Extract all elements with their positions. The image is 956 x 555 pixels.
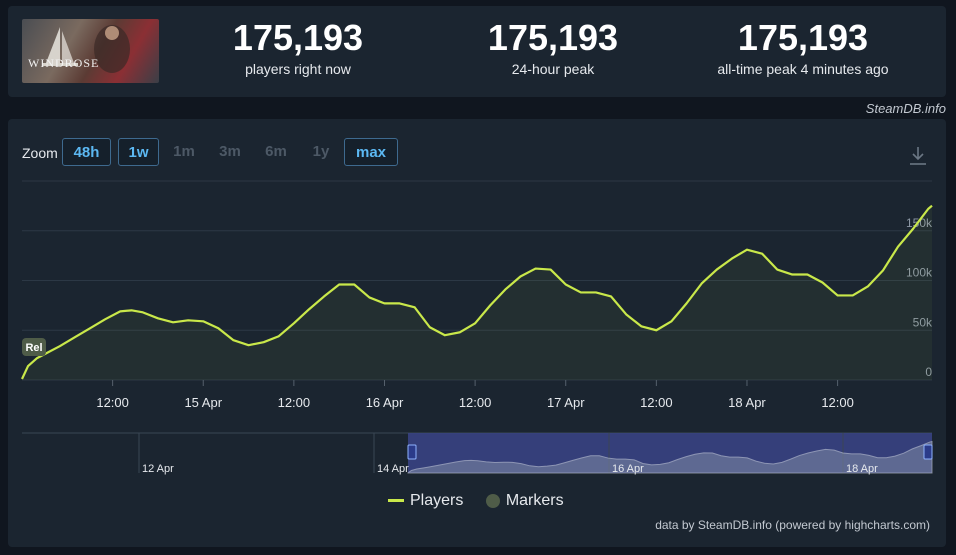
series-line-players[interactable] bbox=[21, 204, 933, 380]
x-tick-label: 12:00 bbox=[96, 395, 129, 410]
zoom-48h-button[interactable]: 48h bbox=[62, 138, 111, 166]
highcharts-credit[interactable]: data by SteamDB.info (powered by highcha… bbox=[655, 518, 930, 532]
legend-line-swatch bbox=[388, 499, 404, 503]
x-tick-label: 12:00 bbox=[821, 395, 854, 410]
zoom-6m-button[interactable]: 6m bbox=[265, 143, 287, 160]
zoom-1w-button[interactable]: 1w bbox=[118, 138, 159, 166]
stat-value: 175,193 bbox=[487, 17, 619, 58]
x-tick-label: 12:00 bbox=[640, 395, 673, 410]
stat-players-now: 175,193 players right now bbox=[208, 16, 388, 78]
y-tick-label: 150k bbox=[906, 216, 933, 230]
game-logo-text: WINDROSE bbox=[28, 56, 100, 70]
stats-panel: WINDROSE 175,193 players right now 175,1… bbox=[8, 6, 946, 97]
series-area bbox=[22, 205, 932, 380]
download-icon[interactable] bbox=[908, 145, 928, 167]
navigator-tick-label: 14 Apr bbox=[377, 463, 409, 475]
y-tick-label: 0 bbox=[925, 365, 932, 379]
navigator-tick-label: 18 Apr bbox=[846, 463, 878, 475]
x-tick-label: 17 Apr bbox=[547, 395, 585, 410]
legend-dot-swatch bbox=[485, 493, 500, 508]
navigator-handle-right[interactable] bbox=[923, 444, 933, 460]
zoom-3m-button[interactable]: 3m bbox=[219, 143, 241, 160]
navigator-tick-label: 16 Apr bbox=[612, 463, 644, 475]
stat-label: players right now bbox=[245, 61, 351, 77]
navigator-series bbox=[407, 440, 933, 474]
x-tick-label: 18 Apr bbox=[728, 395, 766, 410]
x-tick-label: 12:00 bbox=[278, 395, 311, 410]
ship-icon bbox=[42, 25, 130, 73]
legend-item-markers[interactable]: Markers bbox=[485, 492, 564, 510]
steamdb-credit[interactable]: SteamDB.info bbox=[865, 101, 946, 116]
chart-panel: Zoom 48h 1w 1m 3m 6m 1y max 0 50k 100k 150k… bbox=[8, 119, 946, 547]
x-tick-label: 15 Apr bbox=[184, 395, 222, 410]
navigator-tick-label: 12 Apr bbox=[142, 463, 174, 475]
legend-label: Markers bbox=[505, 492, 564, 509]
zoom-max-button[interactable]: max bbox=[344, 138, 398, 166]
legend-label: Players bbox=[410, 492, 464, 509]
zoom-label: Zoom bbox=[22, 145, 58, 161]
x-tick-label: 12:00 bbox=[459, 395, 492, 410]
y-tick-label: 50k bbox=[913, 315, 933, 329]
stat-value: 175,193 bbox=[737, 17, 869, 58]
stat-label: 24-hour peak bbox=[511, 61, 595, 77]
stat-label: all-time peak 4 minutes ago bbox=[717, 61, 889, 77]
marker-badge[interactable] bbox=[22, 338, 46, 356]
x-tick-label: 16 Apr bbox=[366, 395, 404, 410]
legend-item-players[interactable]: Players bbox=[388, 492, 463, 510]
y-tick-label: 100k bbox=[906, 266, 933, 280]
stat-all-time-peak: 175,193 all-time peak 4 minutes ago bbox=[688, 16, 918, 78]
stat-value: 175,193 bbox=[232, 17, 364, 58]
game-thumbnail[interactable]: WINDROSE bbox=[22, 19, 159, 83]
chart-legend: Players Markers bbox=[388, 492, 582, 510]
stat-24h-peak: 175,193 24-hour peak bbox=[463, 16, 643, 78]
navigator-handle-left[interactable] bbox=[407, 444, 417, 460]
marker-label: Rel bbox=[25, 342, 42, 354]
zoom-1y-button[interactable]: 1y bbox=[312, 143, 330, 160]
zoom-1m-button[interactable]: 1m bbox=[173, 143, 195, 160]
player-count-chart[interactable]: 0 50k 100k 150k 12:00 15 Apr 12:00 16 Apr 12:00 1… bbox=[8, 119, 946, 547]
